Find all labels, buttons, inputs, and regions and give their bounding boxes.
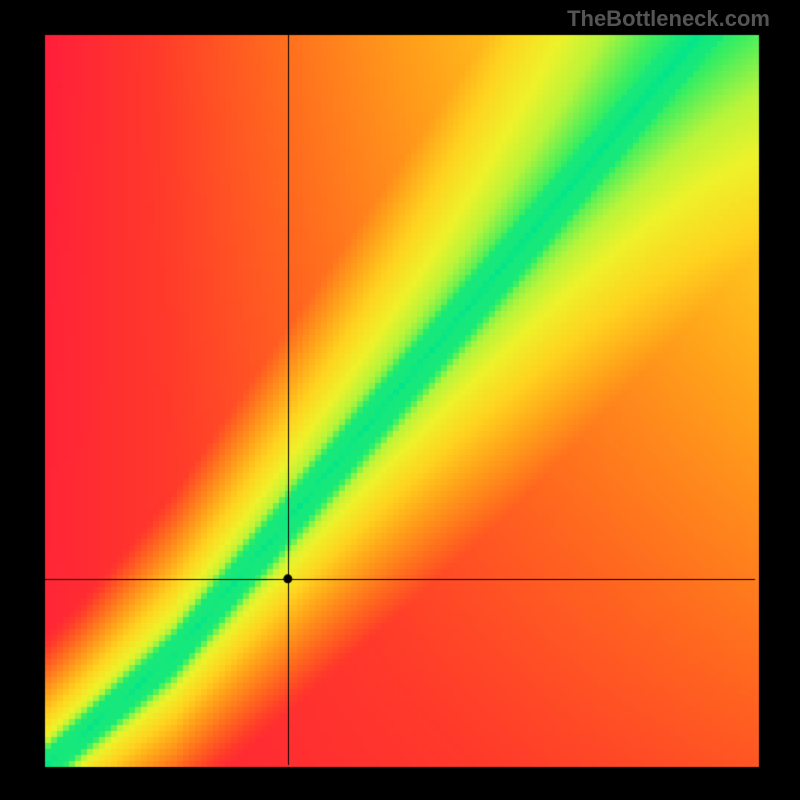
bottleneck-heatmap bbox=[0, 0, 800, 800]
watermark-text: TheBottleneck.com bbox=[567, 6, 770, 32]
chart-container: TheBottleneck.com bbox=[0, 0, 800, 800]
